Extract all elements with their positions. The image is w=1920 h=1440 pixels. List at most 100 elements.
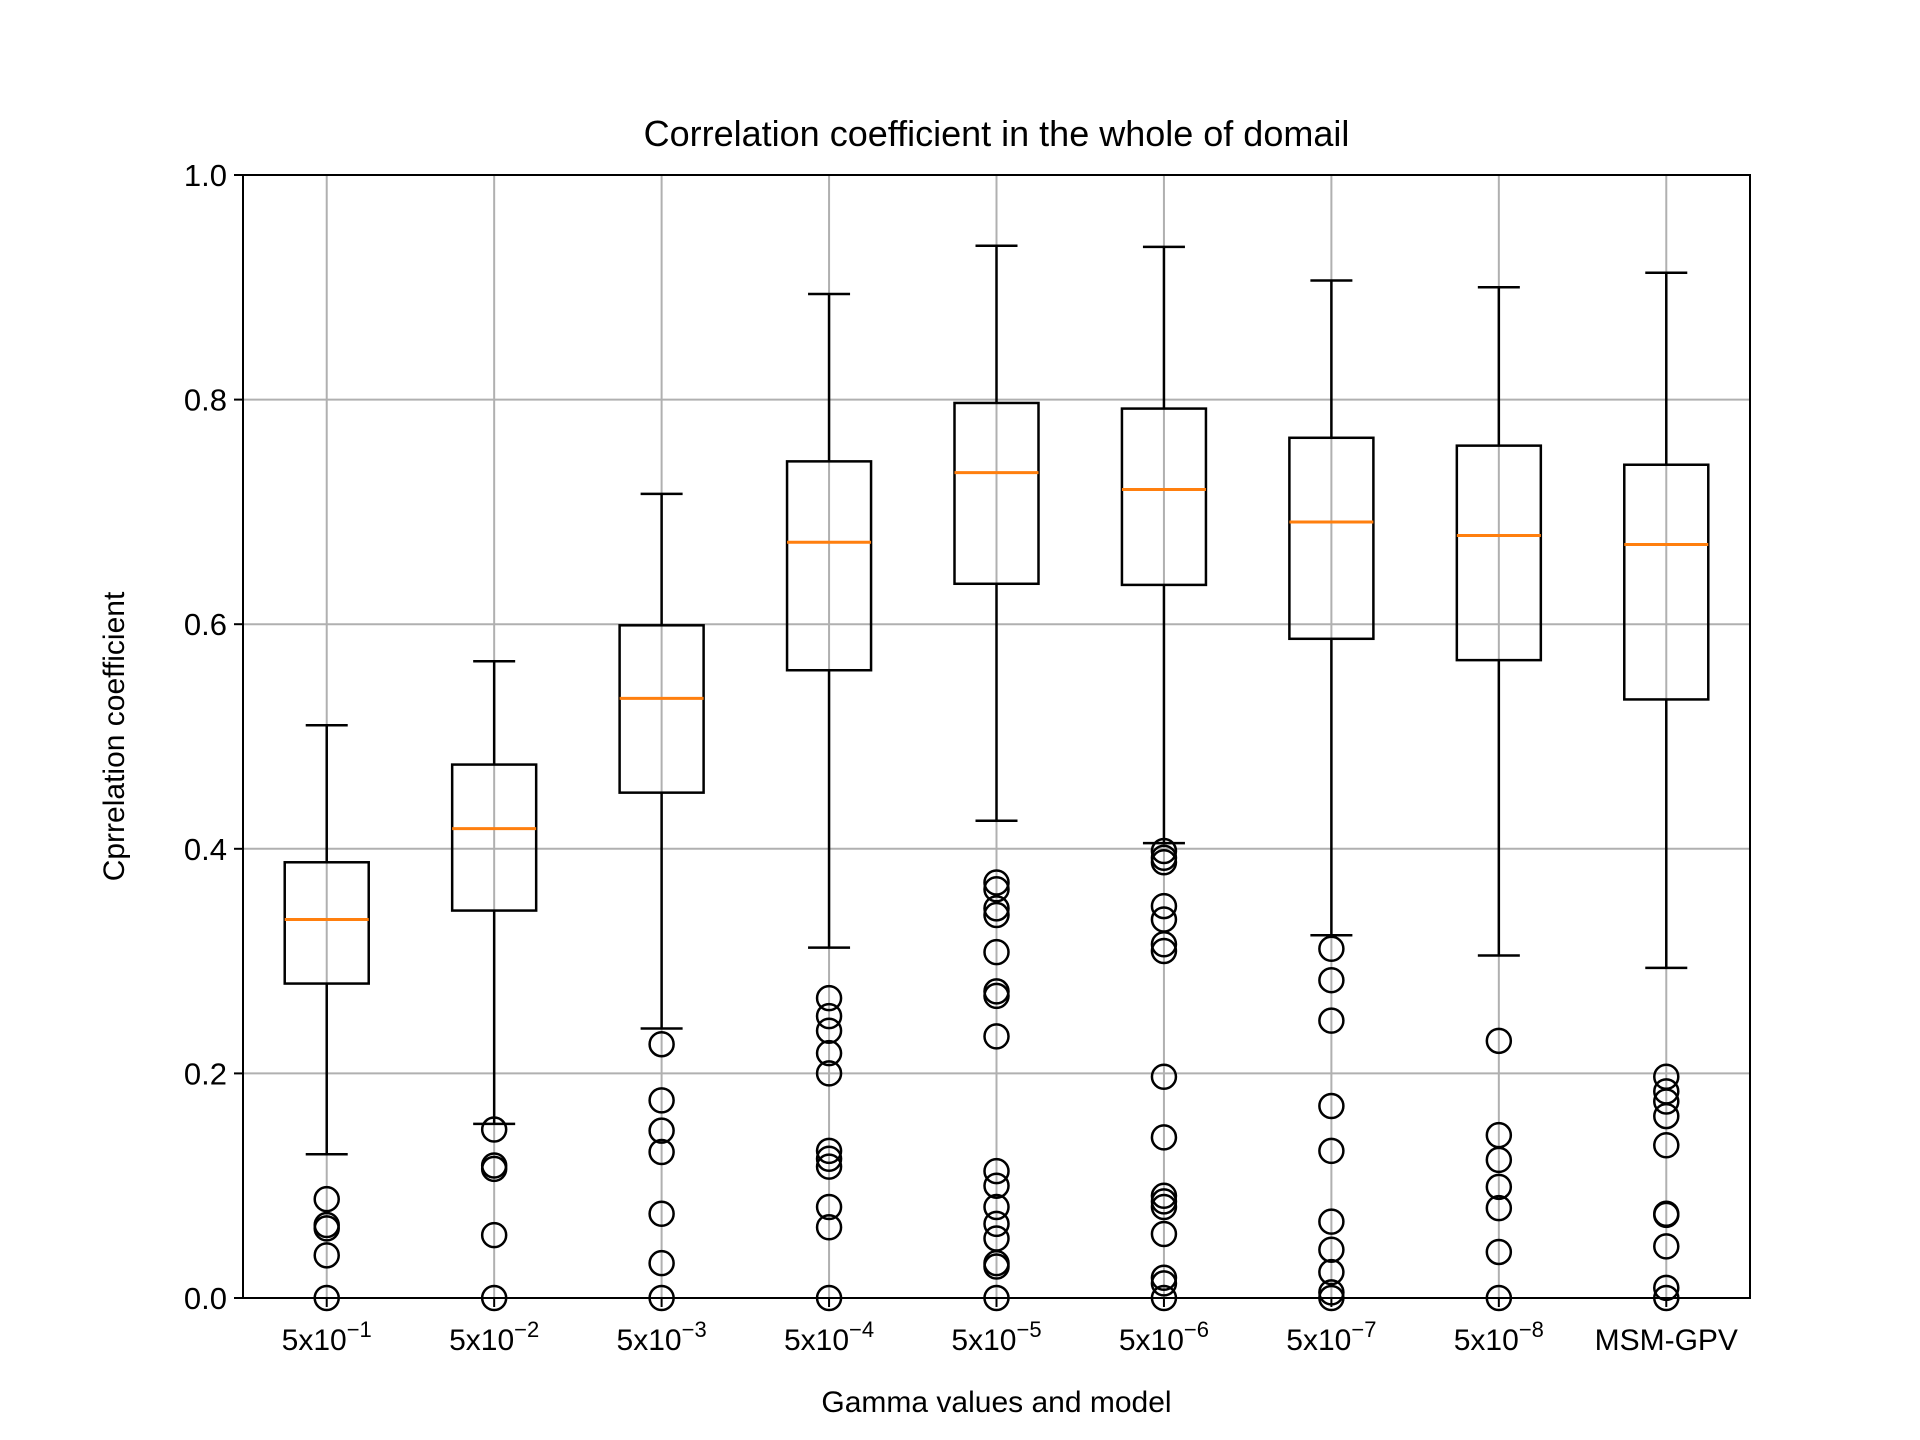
outlier-point <box>1653 1102 1680 1130</box>
outlier-point <box>815 1060 843 1087</box>
box-iqr <box>1120 407 1208 587</box>
outlier-point <box>1150 1193 1178 1221</box>
x-tick-label: 5x10−6 <box>1119 1317 1209 1357</box>
y-axis-label: Cprrelation coefficient <box>98 591 131 881</box>
outlier-point <box>1318 966 1345 994</box>
outlier-point <box>480 1221 508 1249</box>
y-tick-label: 1.0 <box>184 158 227 193</box>
box-iqr <box>1623 463 1710 701</box>
outlier-point <box>480 1116 508 1143</box>
outlier-point <box>1150 931 1178 958</box>
outlier-point <box>983 1157 1010 1185</box>
outlier-point <box>1150 1220 1178 1248</box>
x-axis-label: Gamma values and model <box>821 1386 1171 1419</box>
outlier-point <box>983 1193 1010 1221</box>
box-group <box>1288 279 1375 1312</box>
outlier-point <box>1318 1092 1345 1120</box>
box-group <box>1623 271 1710 1312</box>
box-iqr <box>785 460 873 672</box>
box-iqr <box>283 861 370 985</box>
outlier-point <box>815 984 843 1012</box>
box-iqr <box>450 763 538 912</box>
outlier-point <box>1318 1137 1345 1165</box>
box-iqr <box>1455 444 1543 662</box>
x-tick-label: 5x10−3 <box>617 1317 707 1357</box>
outlier-point <box>1150 849 1178 876</box>
outlier-point <box>1150 1124 1178 1151</box>
outlier-point <box>1150 1270 1178 1297</box>
box-group <box>953 244 1040 1312</box>
outlier-point <box>1318 1236 1345 1263</box>
outlier-point <box>1318 1258 1345 1286</box>
outlier-point <box>1485 1027 1513 1055</box>
outlier-point <box>1653 1088 1680 1115</box>
outlier-point <box>648 1087 675 1114</box>
outlier-point <box>983 895 1010 922</box>
box-iqr <box>1288 436 1375 641</box>
outlier-point <box>313 1185 340 1213</box>
box-group <box>618 492 705 1312</box>
box-series <box>283 244 1710 1312</box>
x-tick-label: 5x10−8 <box>1454 1317 1544 1357</box>
outlier-point <box>1318 1007 1345 1034</box>
box-group <box>1120 245 1208 1312</box>
outlier-point <box>1150 937 1178 965</box>
outlier-point <box>815 1017 843 1044</box>
y-tick-label: 0.8 <box>184 383 227 418</box>
outlier-point <box>480 1155 508 1183</box>
outlier-point <box>1150 1063 1178 1091</box>
y-axis: 0.0 0.2 0.4 0.6 0.8 1.0 <box>184 158 243 1316</box>
outlier-point <box>648 1030 675 1058</box>
outlier-point <box>1485 1173 1513 1201</box>
outlier-point <box>1485 1238 1513 1266</box>
x-tick-label: 5x10−2 <box>449 1317 539 1357</box>
outlier-point <box>983 1023 1010 1050</box>
x-tick-label: 5x10−7 <box>1286 1317 1376 1357</box>
outlier-point <box>983 1253 1010 1280</box>
x-tick-label: 5x10−5 <box>951 1317 1041 1357</box>
box-iqr <box>618 624 705 794</box>
outlier-point <box>648 1249 675 1277</box>
outlier-point <box>815 1193 843 1221</box>
outlier-point <box>815 1153 843 1180</box>
x-axis: 5x10−1 5x10−2 5x10−3 5x10−4 5x10−5 5x10−6 5x10… <box>282 1298 1738 1357</box>
outlier-point <box>1653 1233 1680 1260</box>
x-tick-label: 5x10−4 <box>784 1317 874 1357</box>
outlier-point <box>815 1145 843 1172</box>
outlier-point <box>1150 892 1178 920</box>
box-group <box>1455 286 1543 1312</box>
outlier-point <box>815 1214 843 1241</box>
outlier-point <box>815 1137 843 1165</box>
outlier-point <box>648 1117 675 1144</box>
outlier-point <box>1485 1194 1513 1222</box>
y-tick-label: 0.2 <box>184 1056 227 1091</box>
outlier-point <box>983 875 1010 903</box>
y-tick-label: 0.4 <box>184 832 227 867</box>
outlier-point <box>983 1172 1010 1199</box>
outlier-point <box>815 1002 843 1030</box>
x-tick-label: 5x10−1 <box>282 1317 372 1357</box>
outlier-point <box>1150 837 1178 865</box>
outlier-point <box>1485 1146 1513 1174</box>
outlier-point <box>983 1210 1010 1238</box>
outlier-point <box>815 1039 843 1067</box>
outlier-point <box>983 938 1010 966</box>
x-tick-label: MSM-GPV <box>1595 1324 1738 1357</box>
outlier-point <box>1653 1132 1680 1159</box>
outlier-point <box>1318 1208 1345 1235</box>
outlier-point <box>983 982 1010 1010</box>
outlier-point <box>313 1215 340 1242</box>
y-tick-label: 0.0 <box>184 1281 227 1316</box>
outlier-point <box>1318 935 1345 962</box>
outlier-point <box>983 901 1010 929</box>
outlier-point <box>313 1242 340 1269</box>
y-tick-label: 0.6 <box>184 607 227 642</box>
box-group <box>283 724 370 1312</box>
outlier-point <box>983 869 1010 896</box>
outlier-point <box>648 1138 675 1166</box>
box-iqr <box>953 401 1040 586</box>
box-group <box>450 660 538 1312</box>
outlier-point <box>648 1200 675 1228</box>
chart-title: Correlation coefficient in the whole of … <box>644 113 1350 154</box>
